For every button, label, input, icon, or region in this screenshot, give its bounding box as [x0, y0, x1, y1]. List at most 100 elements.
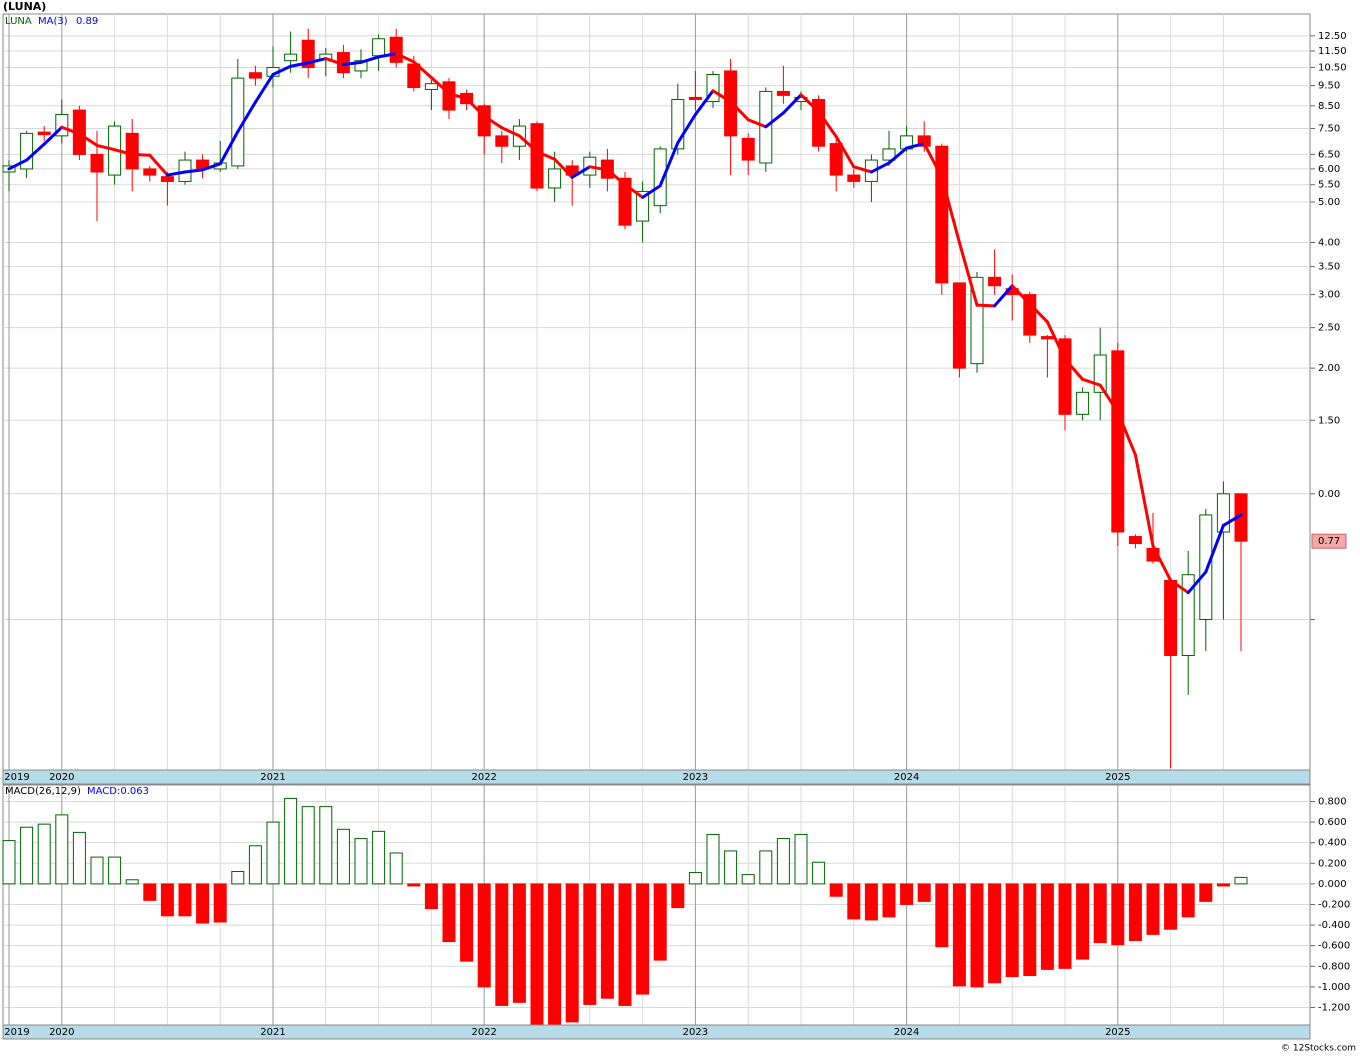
ma-segment	[869, 161, 891, 174]
ma-segment	[218, 130, 240, 166]
y-tick-label: -0.800	[1318, 961, 1350, 972]
macd-bar	[213, 883, 227, 923]
macd-bar	[1234, 876, 1248, 885]
candle-body	[248, 72, 262, 79]
macd-bar	[688, 872, 702, 885]
ma-segment	[113, 148, 134, 156]
ma-segment	[447, 91, 469, 101]
ma-segment	[306, 57, 328, 65]
candle-body	[548, 168, 562, 189]
ma-segment	[1186, 570, 1208, 595]
y-tick-label: 7.50	[1318, 123, 1340, 134]
macd-bar	[477, 883, 491, 988]
macd-bar	[407, 883, 421, 887]
candle-body	[90, 153, 104, 173]
candle-body	[988, 276, 1002, 287]
candle-body	[776, 90, 790, 96]
macd-bar	[970, 883, 984, 988]
ma-segment	[1221, 513, 1243, 527]
legend-ma-value: 0.89	[76, 16, 98, 27]
y-tick-label: 0.00	[1318, 489, 1340, 500]
candle-body	[407, 63, 421, 89]
x-tick-label: 2019	[4, 772, 29, 783]
y-tick-label: 6.00	[1318, 164, 1340, 175]
x-tick-label: 2020	[49, 1027, 74, 1038]
macd-bar	[671, 883, 685, 909]
x-tick-label: 2025	[1105, 772, 1130, 783]
y-tick-label: 5.50	[1318, 180, 1340, 191]
macd-bar	[442, 883, 456, 943]
macd-bar	[1076, 883, 1090, 960]
ma-segment	[1116, 410, 1137, 457]
ma-segment	[975, 303, 997, 308]
candle-body	[1181, 574, 1195, 656]
ma-segment	[764, 111, 785, 129]
ma-segment	[553, 157, 574, 179]
y-tick-label: 8.50	[1318, 101, 1340, 112]
x-tick-label: 2019	[4, 1027, 29, 1038]
macd-bar	[37, 823, 51, 885]
y-tick-label: 0.800	[1318, 796, 1347, 807]
ma-segment	[535, 150, 557, 161]
ma-segment	[905, 142, 926, 150]
x-tick-label: 2020	[49, 772, 74, 783]
candle-body	[952, 282, 966, 369]
macd-bar	[583, 883, 597, 1005]
ma-segment	[940, 175, 961, 244]
candle-body	[143, 168, 157, 176]
macd-bar	[724, 850, 738, 885]
macd-bar	[548, 883, 562, 1025]
ma-segment	[1098, 383, 1120, 414]
candle-body	[1040, 336, 1054, 340]
ma-segment	[130, 152, 152, 157]
footer: © 12Stocks.com	[1281, 1044, 1356, 1054]
candle-body	[741, 137, 755, 161]
macd-bar	[20, 826, 34, 885]
ma-segment	[676, 113, 697, 145]
x-tick-label: 2022	[471, 772, 496, 783]
x-tick-label: 2024	[894, 1027, 919, 1038]
macd-bar	[389, 852, 403, 885]
ma-segment	[377, 52, 398, 59]
ma-segment	[1028, 302, 1049, 324]
y-tick-label: 2.50	[1318, 323, 1340, 334]
ma-segment	[7, 158, 29, 171]
candle-body	[636, 190, 650, 222]
candle-body	[354, 60, 368, 72]
ma-segment	[95, 143, 117, 152]
macd-bar	[864, 883, 878, 921]
price-panel	[2, 13, 1311, 771]
candle-body	[1076, 391, 1090, 415]
y-tick-label: 4.00	[1318, 237, 1340, 248]
ma-segment	[77, 132, 99, 147]
y-tick-label: 0.600	[1318, 817, 1347, 828]
ma-segment	[693, 89, 715, 117]
macd-bar	[565, 883, 579, 1023]
macd-bar	[829, 883, 843, 897]
ma-segment	[817, 110, 838, 139]
macd-bar	[882, 883, 896, 918]
macd-bar	[196, 883, 210, 924]
macd-bar	[988, 883, 1002, 984]
macd-bar	[935, 883, 949, 948]
x-tick-label: 2021	[260, 1027, 285, 1038]
candle-body	[812, 98, 826, 147]
macd-bar	[266, 821, 280, 885]
macd-bar	[759, 850, 773, 885]
macd-bar	[1164, 883, 1178, 930]
candle-body	[424, 83, 438, 90]
macd-bar	[776, 838, 790, 885]
chart-title: (LUNA)	[3, 0, 46, 13]
macd-bar	[1023, 883, 1037, 977]
ma-segment	[394, 52, 416, 64]
ma-segment	[623, 183, 645, 199]
legend-macd: MACD(26,12,9)	[5, 786, 81, 797]
macd-bar	[90, 856, 104, 885]
ma-segment	[1045, 320, 1067, 361]
candle-body	[160, 176, 174, 182]
macd-bar	[284, 797, 298, 885]
candle-body	[284, 53, 298, 62]
ma-segment	[517, 134, 539, 154]
last-price-label: 0.77	[1318, 536, 1340, 547]
